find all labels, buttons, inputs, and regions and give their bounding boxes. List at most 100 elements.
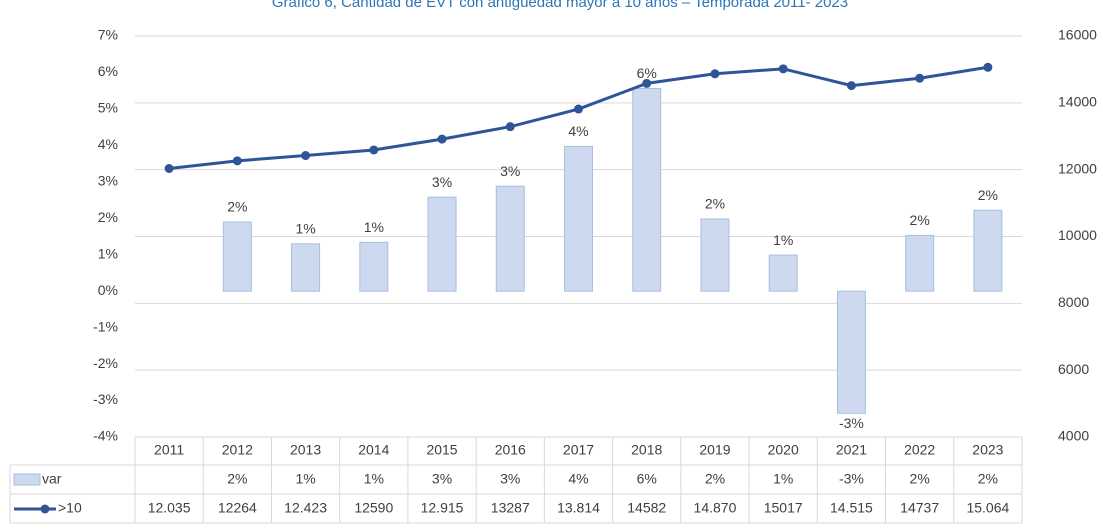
- legend-marker: [40, 504, 50, 514]
- y-tick-label: -4%: [93, 428, 118, 444]
- x-tick-label: 2017: [563, 442, 594, 458]
- table-cell: 1%: [773, 471, 793, 487]
- data-label: 3%: [432, 174, 452, 190]
- bar: [564, 145, 593, 292]
- marker: [437, 134, 447, 144]
- table-cell: 12.915: [421, 500, 464, 516]
- x-tick-label: 2014: [358, 442, 389, 458]
- y2-tick-label: 10000: [1058, 227, 1097, 243]
- y-tick-label: 7%: [98, 27, 118, 43]
- marker: [574, 104, 583, 114]
- marker: [642, 78, 652, 88]
- table-cell: 1%: [364, 471, 384, 487]
- data-label: 3%: [500, 163, 520, 179]
- data-label: 1%: [295, 220, 315, 236]
- y2-tick-label: 8000: [1058, 294, 1089, 310]
- bar: [222, 221, 252, 292]
- y2-tick-label: 14000: [1058, 94, 1097, 110]
- bar: [973, 209, 1003, 292]
- bar: [359, 241, 389, 292]
- y-tick-label: 0%: [98, 282, 118, 298]
- table-cell: 14.515: [830, 500, 873, 516]
- y-tick-label: 3%: [98, 173, 118, 189]
- y-tick-label: 4%: [98, 136, 118, 152]
- table-cell: 2%: [910, 471, 930, 487]
- table-cell: 14.870: [694, 500, 737, 516]
- bar: [495, 185, 525, 292]
- y2-tick-label: 4000: [1058, 428, 1089, 444]
- data-label: 4%: [568, 123, 588, 139]
- table-cell: 12264: [218, 500, 257, 516]
- marker: [164, 163, 174, 173]
- marker: [983, 62, 993, 72]
- table-cell: 13287: [491, 500, 530, 516]
- data-label: 2%: [227, 199, 247, 215]
- y-tick-label: 1%: [98, 245, 118, 261]
- y-tick-label: -2%: [93, 355, 118, 371]
- legend-swatch: [13, 473, 41, 486]
- data-label: 2%: [705, 196, 725, 212]
- x-tick-label: 2019: [699, 442, 730, 458]
- bar: [836, 290, 866, 414]
- data-label: 2%: [978, 187, 998, 203]
- x-tick-label: 2018: [631, 442, 662, 458]
- data-label: 2%: [910, 212, 930, 228]
- table-cell: 12.423: [284, 500, 327, 516]
- y-tick-label: 5%: [98, 100, 118, 116]
- chart-title: Gráfico 6, Cantidad de EVT con antigüeda…: [272, 0, 848, 11]
- x-tick-label: 2013: [290, 442, 321, 458]
- marker: [710, 69, 720, 79]
- legend-label: var: [42, 471, 62, 487]
- marker: [232, 156, 242, 166]
- table-cell: 1%: [295, 471, 315, 487]
- bar: [632, 87, 662, 292]
- table-cell: 2%: [705, 471, 725, 487]
- marker: [778, 64, 788, 74]
- data-label: 1%: [364, 219, 384, 235]
- legend-label: >10: [58, 500, 82, 516]
- x-tick-label: 2016: [495, 442, 526, 458]
- marker: [915, 73, 925, 83]
- table-cell: 13.814: [557, 500, 600, 516]
- data-label: 6%: [637, 65, 657, 81]
- table-cell: 3%: [432, 471, 452, 487]
- table-cell: -3%: [839, 471, 864, 487]
- table-cell: 15.064: [966, 500, 1009, 516]
- y2-tick-label: 16000: [1058, 27, 1097, 43]
- x-tick-label: 2021: [836, 442, 867, 458]
- x-tick-label: 2015: [426, 442, 457, 458]
- data-label: 1%: [773, 232, 793, 248]
- marker: [505, 122, 515, 132]
- table-cell: 14737: [900, 500, 939, 516]
- table-cell: 2%: [978, 471, 998, 487]
- table-cell: 3%: [500, 471, 520, 487]
- table-cell: 4%: [568, 471, 588, 487]
- x-tick-label: 2022: [904, 442, 935, 458]
- table-cell: 15017: [764, 500, 803, 516]
- x-tick-label: 2020: [768, 442, 799, 458]
- bar: [700, 218, 730, 292]
- bar: [427, 196, 457, 292]
- y2-tick-label: 6000: [1058, 361, 1089, 377]
- bar: [768, 254, 798, 292]
- y2-tick-label: 12000: [1058, 160, 1097, 176]
- y-tick-label: 6%: [98, 63, 118, 79]
- table-cell: 12590: [354, 500, 393, 516]
- marker: [369, 145, 379, 155]
- y-tick-label: -3%: [93, 391, 118, 407]
- y-tick-label: 2%: [98, 209, 118, 225]
- x-tick-label: 2023: [972, 442, 1003, 458]
- bar: [905, 234, 935, 292]
- bar: [291, 243, 321, 292]
- y-tick-label: -1%: [93, 318, 118, 334]
- table-cell: 6%: [637, 471, 657, 487]
- table-cell: 12.035: [148, 500, 191, 516]
- table-cell: 14582: [627, 500, 666, 516]
- table-cell: 2%: [227, 471, 247, 487]
- marker: [301, 151, 311, 161]
- x-tick-label: 2011: [154, 442, 184, 458]
- data-label: -3%: [839, 415, 864, 431]
- marker: [846, 81, 856, 91]
- x-tick-label: 2012: [222, 442, 253, 458]
